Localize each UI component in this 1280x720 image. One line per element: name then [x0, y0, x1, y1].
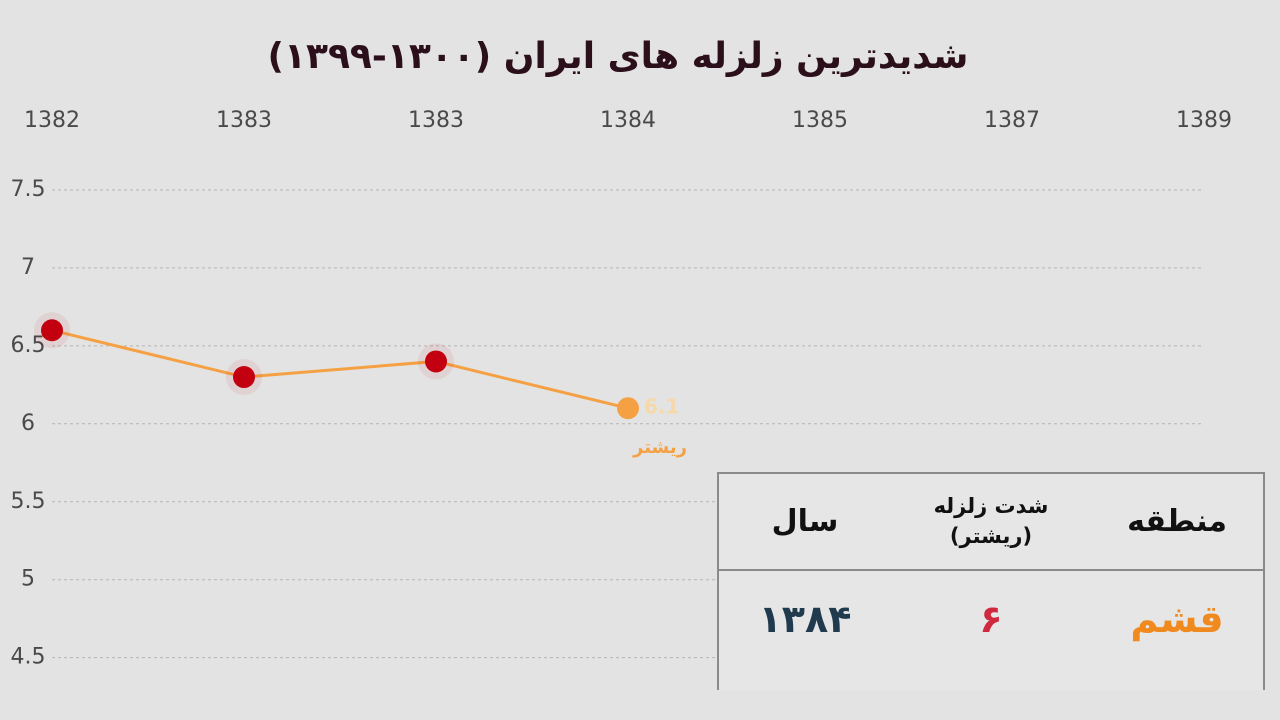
x-tick-label: 1382: [24, 108, 80, 133]
data-label: 6.1: [644, 395, 679, 419]
header-cell: منطقه: [1127, 504, 1227, 539]
header-cell: سال: [771, 504, 839, 539]
point: [617, 397, 639, 420]
y-tick-label: 7: [21, 255, 35, 280]
y-tick-label: 4.5: [11, 645, 46, 670]
x-tick-label: 1389: [1176, 108, 1232, 133]
x-tick-label: 1384: [600, 108, 656, 133]
table-row: قشم ۶ ۱۳۸۴: [719, 571, 1263, 666]
legend-label: ریشتر: [632, 437, 687, 458]
data-table: منطقه شدت زلزله (ریشتر) سال قشم ۶ ۱۳۸۴: [717, 472, 1265, 690]
y-tick-label: 5: [21, 567, 35, 592]
header-cell: شدت زلزله (ریشتر): [933, 494, 1049, 548]
x-tick-label: 1385: [792, 108, 848, 133]
table-header: منطقه شدت زلزله (ریشتر) سال: [719, 474, 1263, 571]
x-tick-label: 1383: [216, 108, 272, 133]
point: [41, 319, 63, 342]
x-tick-label: 1383: [408, 108, 464, 133]
y-tick-label: 5.5: [11, 489, 46, 514]
y-tick-label: 7.5: [11, 177, 46, 202]
line: [51, 328, 629, 410]
chart-title: شدیدترین زلزله های ایران (۱۳۰۰-۱۳۹۹): [268, 36, 969, 77]
y-tick-label: 6.5: [11, 333, 46, 358]
point: [233, 366, 255, 389]
y-tick-label: 6: [21, 411, 35, 436]
point: [425, 350, 447, 373]
table-cell: ۱۳۸۴: [758, 596, 852, 641]
x-tick-label: 1387: [984, 108, 1040, 133]
table-cell: قشم: [1130, 596, 1224, 641]
table-cell: ۶: [979, 596, 1003, 641]
